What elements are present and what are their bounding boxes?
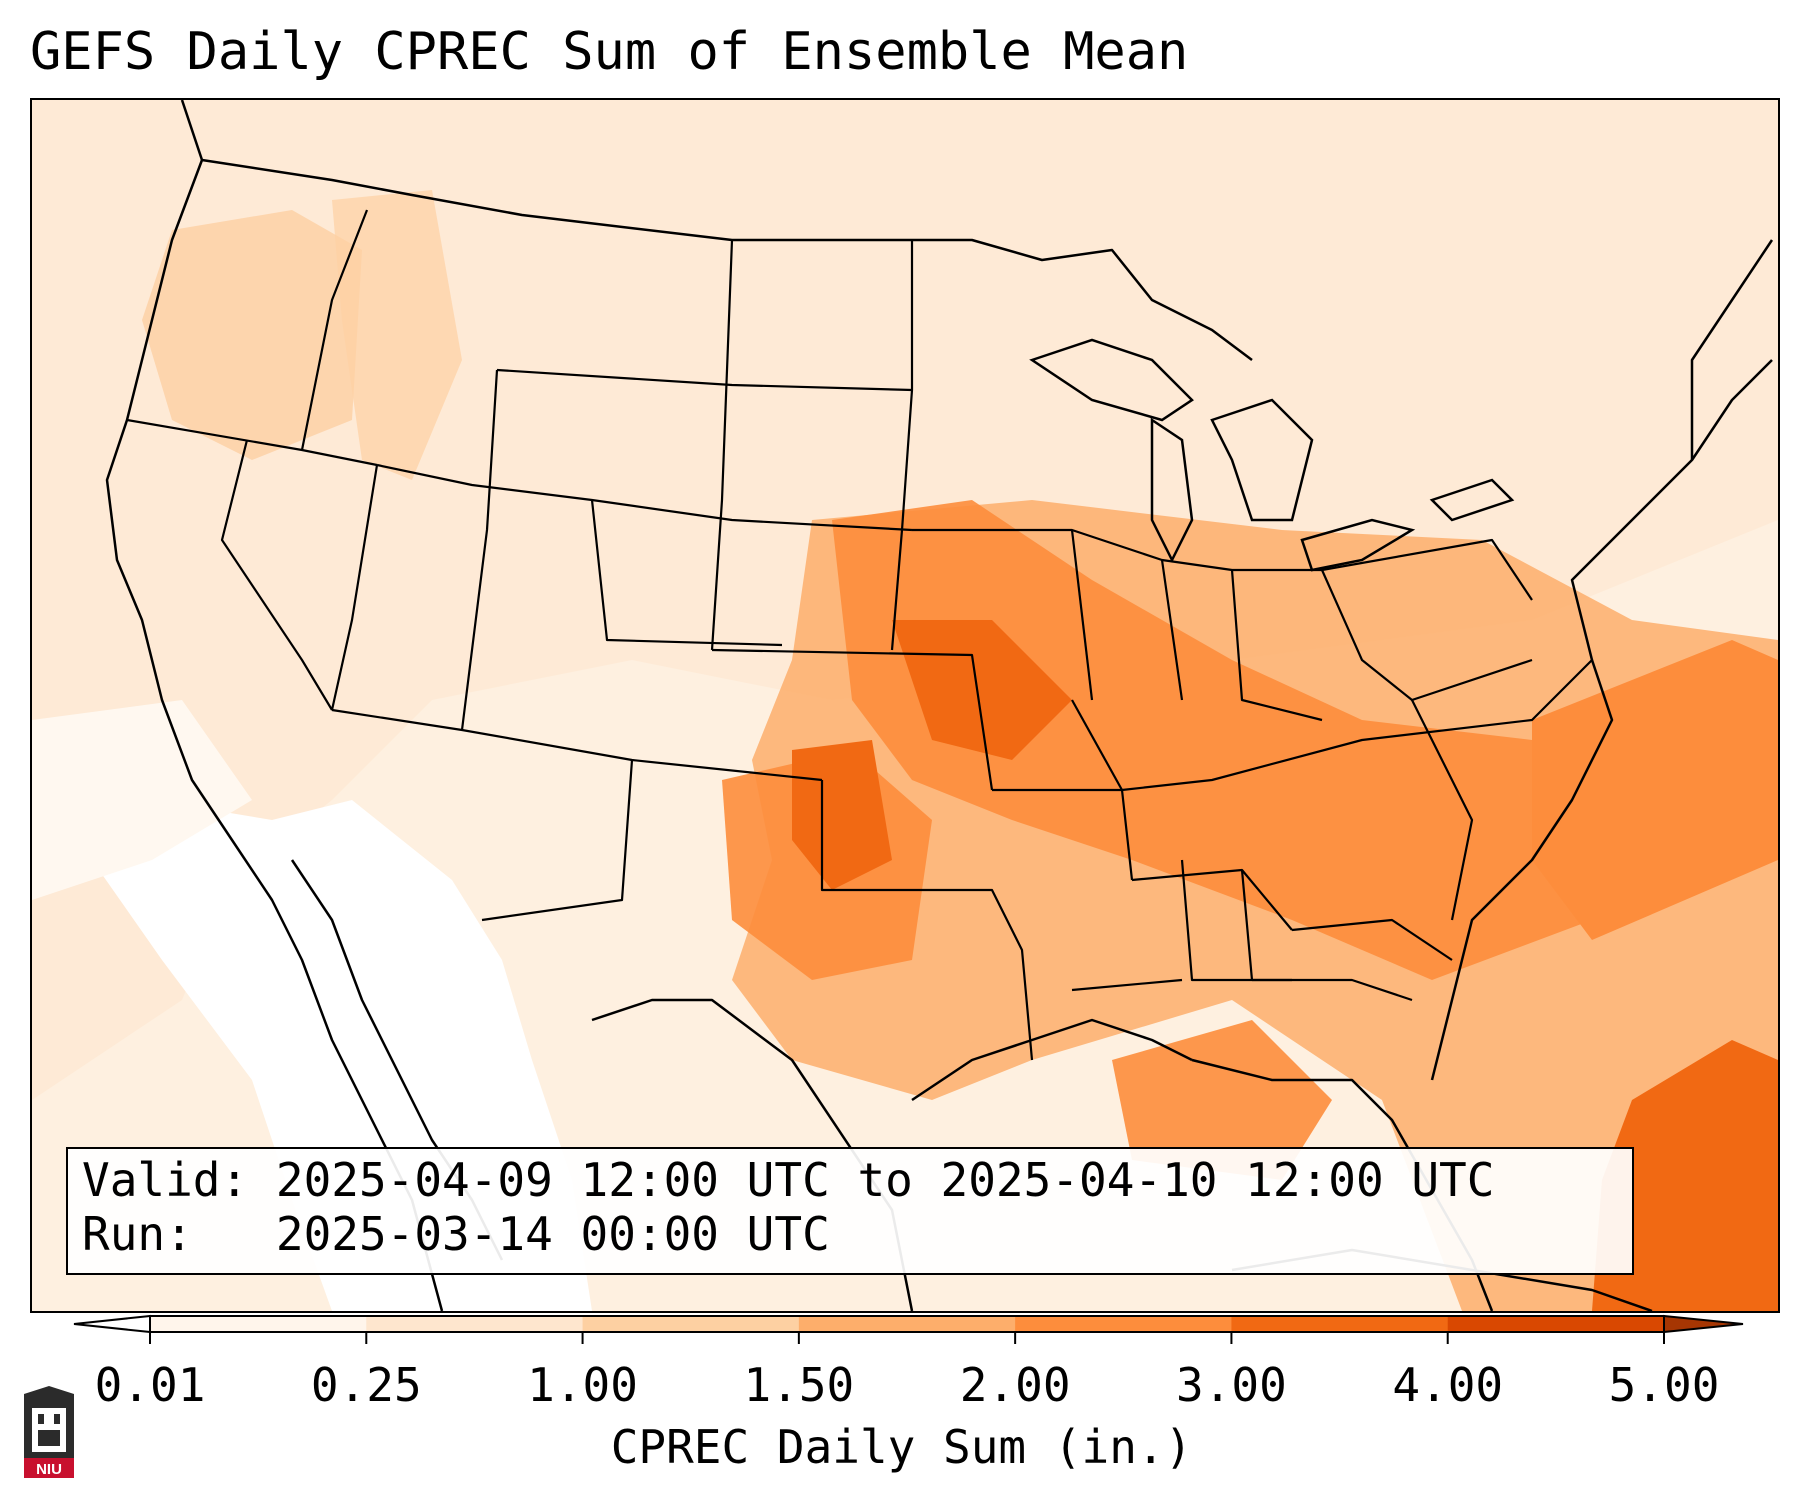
colorbar-segment bbox=[1015, 1316, 1232, 1332]
niu-logo: NIU bbox=[24, 1386, 74, 1478]
colorbar-segment bbox=[798, 1316, 1016, 1332]
precip-max-kansas bbox=[792, 740, 892, 890]
colorbar-segment bbox=[1447, 1316, 1665, 1332]
great-lakes bbox=[1029, 338, 1515, 572]
texas-coast bbox=[911, 1018, 1193, 1102]
colorbar-over-arrow bbox=[1663, 1314, 1744, 1334]
colorbar-label: CPREC Daily Sum (in.) bbox=[610, 1420, 1193, 1474]
valid-value: 2025-04-09 12:00 UTC to 2025-04-10 12:00… bbox=[275, 1153, 1495, 1207]
dry-region-pacific bbox=[32, 700, 252, 900]
colorbar-tick-label: 4.00 bbox=[1392, 1358, 1504, 1412]
colorbar-segment bbox=[582, 1316, 800, 1332]
info-box: Valid: 2025-04-09 12:00 UTC to 2025-04-1… bbox=[66, 1147, 1634, 1275]
precip-max-caribbean bbox=[1592, 1040, 1778, 1311]
colorbar-under-arrow bbox=[73, 1314, 151, 1334]
precip-core-midwest bbox=[832, 500, 1632, 980]
run-value: 2025-03-14 00:00 UTC bbox=[275, 1207, 830, 1261]
west-coast bbox=[105, 159, 444, 1311]
precip-idaho bbox=[332, 190, 462, 480]
colorbar-tick-label: 1.50 bbox=[743, 1358, 855, 1412]
run-line: Run: 2025-03-14 00:00 UTC bbox=[82, 1207, 1618, 1261]
colorbar-tick-label: 5.00 bbox=[1608, 1358, 1720, 1412]
run-label: Run: bbox=[82, 1207, 193, 1261]
colorbar bbox=[73, 1314, 1744, 1344]
precip-pacific-northwest bbox=[142, 210, 362, 460]
colorbar-tick-label: 2.00 bbox=[959, 1358, 1071, 1412]
atlantic-coast bbox=[1430, 359, 1773, 1081]
colorbar-segment bbox=[1231, 1316, 1449, 1332]
colorbar-outline bbox=[149, 1315, 1665, 1333]
colorbar-tick-label: 1.00 bbox=[527, 1358, 638, 1412]
state-borders bbox=[126, 209, 1593, 1061]
canada-east-coast bbox=[1690, 239, 1774, 460]
precip-gulf bbox=[1112, 1020, 1332, 1180]
precipitation-map bbox=[30, 98, 1780, 1313]
colorbar-tick-label: 0.01 bbox=[94, 1358, 206, 1412]
us-canada-border bbox=[180, 100, 1253, 361]
colorbar-tick-label: 0.25 bbox=[310, 1358, 422, 1412]
valid-label: Valid: bbox=[82, 1153, 249, 1207]
colorbar-segment bbox=[150, 1316, 367, 1332]
colorbar-segment bbox=[366, 1316, 584, 1332]
map-title: GEFS Daily CPREC Sum of Ensemble Mean bbox=[30, 22, 1189, 82]
colorbar-tick-label: 3.00 bbox=[1176, 1358, 1287, 1412]
valid-line: Valid: 2025-04-09 12:00 UTC to 2025-04-1… bbox=[82, 1153, 1618, 1207]
logo-text: NIU bbox=[36, 1461, 62, 1478]
precip-max-atlantic bbox=[1532, 640, 1778, 940]
